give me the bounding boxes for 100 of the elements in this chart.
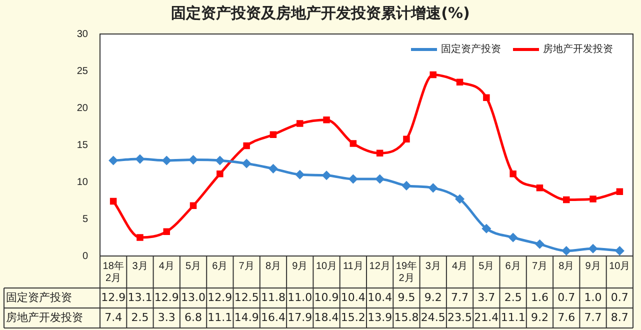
y-tick-label: 25 xyxy=(76,66,88,77)
data-label: 3.7 xyxy=(478,290,496,304)
data-label: 6.8 xyxy=(184,310,202,324)
point xyxy=(510,170,516,178)
point xyxy=(615,246,624,256)
data-label: 0.7 xyxy=(610,290,628,304)
x-tick-label: 5月 xyxy=(185,260,202,272)
point xyxy=(163,228,170,235)
data-label: 12.9 xyxy=(208,290,232,304)
point xyxy=(110,198,117,205)
data-label: 11.1 xyxy=(208,310,232,324)
data-label: 12.9 xyxy=(101,290,126,304)
point xyxy=(456,78,464,86)
data-label: 23.5 xyxy=(448,310,472,324)
x-tick-label: 4月 xyxy=(158,260,174,272)
point xyxy=(483,94,490,102)
point xyxy=(590,196,596,202)
data-label: 7.7 xyxy=(451,290,469,304)
data-label: 7.7 xyxy=(584,310,602,324)
point xyxy=(216,156,224,165)
point xyxy=(536,184,544,192)
x-tick-label: 8月 xyxy=(558,260,574,272)
point xyxy=(136,234,144,241)
data-label: 14.9 xyxy=(234,310,259,324)
point xyxy=(482,224,491,233)
point xyxy=(535,240,544,248)
x-tick-label: 4月 xyxy=(452,260,468,272)
data-label: 9.2 xyxy=(530,310,548,324)
point xyxy=(296,170,304,179)
data-label: 7.4 xyxy=(104,310,122,324)
point xyxy=(268,164,278,173)
point xyxy=(162,156,171,165)
point xyxy=(242,159,251,168)
data-label: 1.6 xyxy=(530,290,548,304)
data-label: 10.9 xyxy=(314,290,339,304)
point xyxy=(243,142,250,150)
x-tick-label: 7月 xyxy=(238,260,254,272)
x-tick-label: 3月 xyxy=(425,260,441,272)
point xyxy=(270,131,277,138)
data-label: 13.0 xyxy=(181,290,206,304)
x-tick-label: 18年2月 xyxy=(102,260,124,284)
point xyxy=(376,150,384,157)
point xyxy=(456,194,464,204)
data-label: 8.7 xyxy=(610,310,628,324)
point xyxy=(323,116,330,124)
data-label: 11.8 xyxy=(260,290,286,304)
data-label: 15.2 xyxy=(340,310,366,324)
legend-label: 房地产开发投资 xyxy=(543,42,613,56)
point xyxy=(616,188,624,195)
data-label: 2.5 xyxy=(131,310,149,324)
point xyxy=(402,181,411,190)
data-label: 2.5 xyxy=(504,290,522,304)
x-tick-label: 7月 xyxy=(532,260,548,272)
data-label: 0.7 xyxy=(558,290,576,304)
point xyxy=(109,156,118,165)
text: 房地产开发投资 xyxy=(6,310,83,324)
x-tick-label: 10月 xyxy=(316,260,338,272)
y-tick-label: 0 xyxy=(82,250,88,262)
point xyxy=(403,136,410,142)
x-tick-label: 5月 xyxy=(478,260,494,272)
x-tick-label: 8月 xyxy=(265,260,282,272)
data-label: 21.4 xyxy=(474,310,499,324)
x-tick-label: 9月 xyxy=(585,260,601,272)
data-label: 17.9 xyxy=(288,310,312,324)
point xyxy=(508,233,518,242)
y-tick-label: 10 xyxy=(76,176,88,188)
data-label: 13.1 xyxy=(128,290,152,304)
y-tick-label: 15 xyxy=(76,140,88,151)
data-label: 16.4 xyxy=(260,310,286,324)
point xyxy=(216,170,224,178)
x-tick-label: 12月 xyxy=(369,260,390,272)
data-label: 18.4 xyxy=(314,310,339,324)
x-tick-label: 11月 xyxy=(342,260,364,272)
point xyxy=(136,154,144,164)
data-label: 7.6 xyxy=(558,310,576,324)
x-tick-label: 6月 xyxy=(505,260,521,272)
data-label: 24.5 xyxy=(420,310,446,324)
data-label: 9.2 xyxy=(424,290,442,304)
data-label: 12.9 xyxy=(154,290,179,304)
y-tick-label: 30 xyxy=(76,28,88,40)
point xyxy=(430,71,436,78)
point xyxy=(296,120,304,127)
chart-title: 固定资产投资及房地产开发投资累计增速(%) xyxy=(170,4,471,23)
data-label: 15.8 xyxy=(394,310,419,324)
data-label: 9.5 xyxy=(398,290,416,304)
data-label: 3.3 xyxy=(158,310,176,324)
data-label: 11.1 xyxy=(500,310,526,324)
data-label: 11.0 xyxy=(288,290,312,304)
point xyxy=(322,171,331,180)
x-tick-label: 19年2月 xyxy=(396,260,418,284)
x-tick-label: 3月 xyxy=(132,260,148,272)
point xyxy=(348,174,358,184)
y-tick-label: 5 xyxy=(82,214,88,225)
point xyxy=(428,184,438,192)
legend-label: 固定资产投资 xyxy=(441,42,501,56)
point xyxy=(189,156,198,164)
data-label: 10.4 xyxy=(368,290,392,304)
point xyxy=(563,196,570,204)
data-label: 12.5 xyxy=(234,290,259,304)
x-tick-label: 6月 xyxy=(212,260,228,272)
